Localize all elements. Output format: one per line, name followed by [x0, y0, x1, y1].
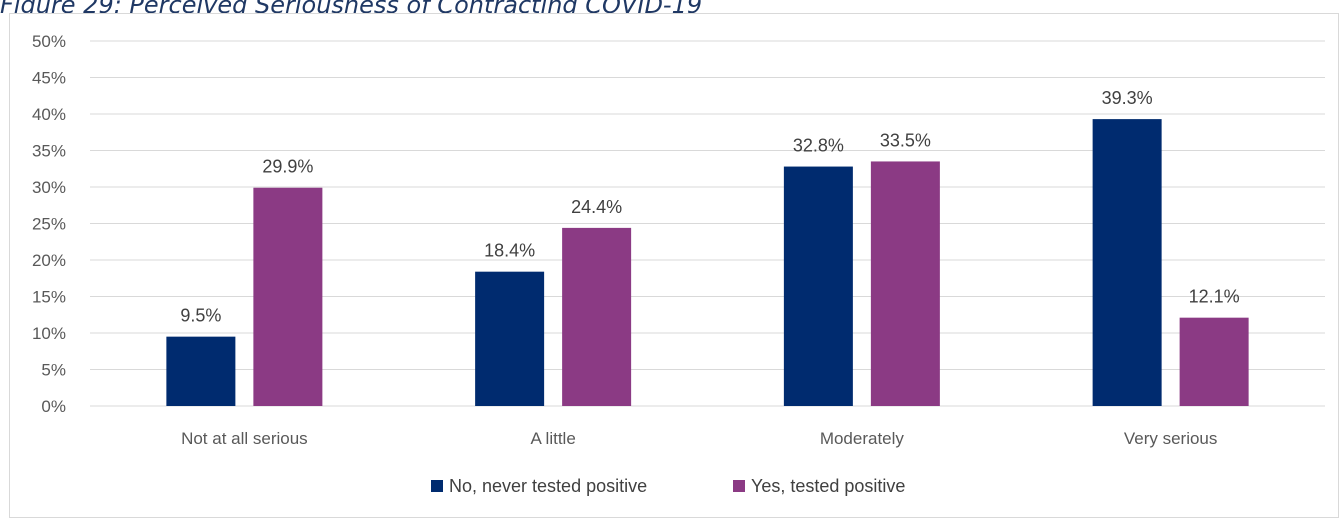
y-tick-label: 50% [32, 32, 66, 51]
data-label: 18.4% [484, 241, 535, 261]
data-label: 33.5% [880, 130, 931, 150]
y-tick-label: 35% [32, 142, 66, 161]
bar-tested-positive [562, 227, 632, 406]
bar-tested-positive [870, 161, 940, 406]
legend-label: No, never tested positive [449, 476, 647, 496]
bar-never-tested-positive [1092, 119, 1162, 407]
x-tick-label: Very serious [1124, 429, 1218, 448]
y-tick-label: 5% [41, 361, 66, 380]
x-tick-label: Moderately [820, 429, 905, 448]
y-tick-label: 10% [32, 324, 66, 343]
y-tick-label: 40% [32, 105, 66, 124]
y-tick-label: 20% [32, 251, 66, 270]
y-tick-label: 30% [32, 178, 66, 197]
legend-label: Yes, tested positive [751, 476, 905, 496]
data-label: 12.1% [1189, 287, 1240, 307]
bar-never-tested-positive [783, 166, 853, 406]
bar-tested-positive [253, 187, 323, 406]
data-label: 9.5% [180, 306, 221, 326]
y-tick-label: 15% [32, 288, 66, 307]
legend-swatch [733, 480, 745, 492]
data-label: 39.3% [1102, 88, 1153, 108]
y-tick-label: 0% [41, 397, 66, 416]
bar-tested-positive [1179, 317, 1249, 406]
data-label: 24.4% [571, 197, 622, 217]
data-label: 29.9% [262, 157, 313, 177]
bar-never-tested-positive [166, 336, 236, 406]
bar-never-tested-positive [475, 271, 545, 406]
x-tick-label: A little [530, 429, 575, 448]
data-label: 32.8% [793, 136, 844, 156]
y-tick-label: 45% [32, 69, 66, 88]
legend-swatch [431, 480, 443, 492]
y-tick-label: 25% [32, 215, 66, 234]
x-tick-label: Not at all serious [181, 429, 308, 448]
